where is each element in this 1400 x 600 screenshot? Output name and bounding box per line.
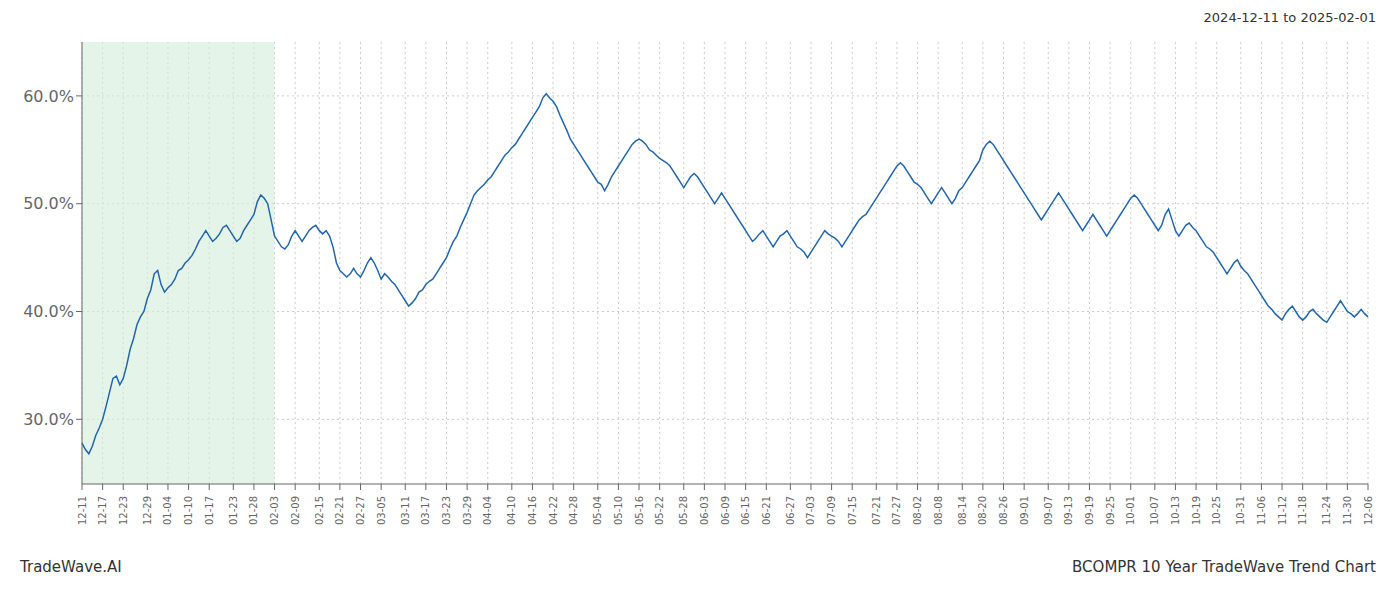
svg-text:40.0%: 40.0% [23,302,74,321]
svg-text:11-12: 11-12 [1277,496,1288,525]
svg-text:09-19: 09-19 [1084,496,1095,525]
svg-text:04-04: 04-04 [482,496,493,525]
svg-text:02-09: 02-09 [290,496,301,525]
svg-text:05-16: 05-16 [634,496,645,525]
svg-text:07-09: 07-09 [826,496,837,525]
svg-text:11-18: 11-18 [1297,496,1308,525]
svg-text:01-28: 01-28 [248,496,259,525]
svg-text:02-21: 02-21 [334,496,345,525]
svg-text:01-10: 01-10 [183,496,194,525]
svg-text:04-28: 04-28 [568,496,579,525]
svg-text:02-03: 02-03 [269,496,280,525]
svg-text:04-22: 04-22 [548,496,559,525]
svg-text:05-04: 05-04 [592,496,603,525]
svg-text:02-27: 02-27 [355,496,366,525]
svg-text:12-06: 12-06 [1363,496,1374,525]
svg-text:08-26: 08-26 [998,496,1009,525]
svg-text:12-17: 12-17 [97,496,108,525]
svg-text:12-11: 12-11 [77,496,88,525]
svg-text:03-17: 03-17 [420,496,431,525]
svg-text:06-15: 06-15 [740,496,751,525]
html-text:2024-12-11 to 2025-02-01: 2024-12-11 to 2025-02-01 [1203,10,1376,25]
svg-text:30.0%: 30.0% [23,410,74,429]
html-text:BCOMPR 10 Year TradeWave Trend: BCOMPR 10 Year TradeWave Trend Chart [1072,558,1376,576]
svg-text:10-07: 10-07 [1149,496,1160,525]
svg-text:07-21: 07-21 [871,496,882,525]
svg-text:01-04: 01-04 [162,496,173,525]
svg-text:10-25: 10-25 [1211,496,1222,525]
svg-text:03-11: 03-11 [400,496,411,525]
svg-text:01-17: 01-17 [204,496,215,525]
svg-text:09-07: 09-07 [1043,496,1054,525]
svg-text:09-13: 09-13 [1063,496,1074,525]
svg-text:05-22: 05-22 [654,496,665,525]
svg-text:06-09: 06-09 [720,496,731,525]
svg-text:08-02: 08-02 [912,496,923,525]
svg-text:08-08: 08-08 [933,496,944,525]
svg-text:03-23: 03-23 [441,496,452,525]
svg-text:09-01: 09-01 [1019,496,1030,525]
svg-text:08-20: 08-20 [977,496,988,525]
svg-text:10-01: 10-01 [1125,496,1136,525]
svg-text:10-31: 10-31 [1235,496,1246,525]
svg-text:10-19: 10-19 [1191,496,1202,525]
svg-text:10-13: 10-13 [1170,496,1181,525]
svg-text:05-28: 05-28 [678,496,689,525]
html-text:TradeWave.AI: TradeWave.AI [20,558,122,576]
svg-text:06-03: 06-03 [699,496,710,525]
svg-text:06-21: 06-21 [761,496,772,525]
svg-text:50.0%: 50.0% [23,194,74,213]
svg-text:02-15: 02-15 [314,496,325,525]
svg-text:11-06: 11-06 [1256,496,1267,525]
svg-text:01-23: 01-23 [228,496,239,525]
svg-text:07-27: 07-27 [891,496,902,525]
svg-text:03-29: 03-29 [462,496,473,525]
svg-text:11-30: 11-30 [1342,496,1353,525]
svg-text:04-16: 04-16 [527,496,538,525]
svg-text:60.0%: 60.0% [23,87,74,106]
svg-text:08-14: 08-14 [957,496,968,525]
svg-text:12-23: 12-23 [118,496,129,525]
svg-text:11-24: 11-24 [1321,496,1332,525]
svg-text:03-05: 03-05 [376,496,387,525]
svg-text:04-10: 04-10 [506,496,517,525]
svg-text:06-27: 06-27 [785,496,796,525]
svg-text:12-29: 12-29 [142,496,153,525]
svg-text:05-10: 05-10 [613,496,624,525]
svg-text:09-25: 09-25 [1105,496,1116,525]
svg-text:07-03: 07-03 [805,496,816,525]
svg-text:07-15: 07-15 [847,496,858,525]
